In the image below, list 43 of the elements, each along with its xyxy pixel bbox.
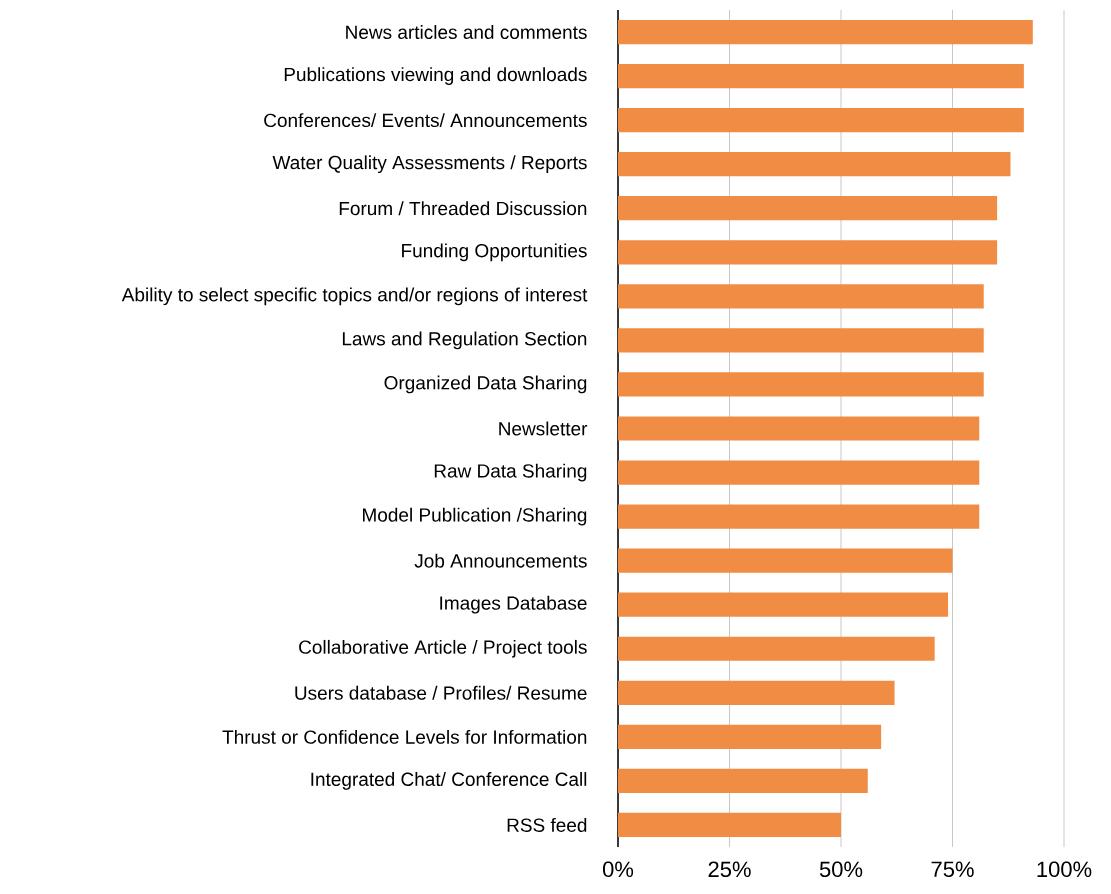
x-tick-label: 100% bbox=[1037, 861, 1092, 878]
bar bbox=[618, 372, 984, 397]
bar bbox=[618, 592, 949, 617]
x-tick-label: 75% bbox=[931, 861, 974, 878]
bar bbox=[618, 108, 1024, 133]
bar bbox=[618, 460, 980, 485]
y-tick-label: Forum / Threaded Discussion bbox=[339, 201, 587, 216]
y-tick-label: Collaborative Article / Project tools bbox=[299, 639, 587, 658]
y-tick-label: Raw Data Sharing bbox=[434, 463, 587, 482]
bar bbox=[618, 680, 895, 705]
y-tick-label: Integrated Chat/ Conference Call bbox=[311, 772, 587, 790]
y-tick-label: Organized Data Sharing bbox=[384, 375, 587, 394]
bar bbox=[618, 240, 998, 265]
y-tick-label: News articles and comments bbox=[346, 25, 587, 39]
bar bbox=[618, 812, 842, 838]
bar bbox=[618, 284, 984, 309]
y-tick-label: Images Database bbox=[440, 595, 587, 614]
y-tick-label: Water Quality Assessments / Reports bbox=[272, 155, 587, 174]
bar bbox=[618, 724, 882, 749]
bar bbox=[618, 328, 984, 353]
x-tick-label: 0% bbox=[602, 861, 634, 878]
x-tick-label: 25% bbox=[708, 861, 751, 878]
bar bbox=[618, 196, 998, 221]
bar bbox=[618, 152, 1011, 177]
bar bbox=[618, 548, 953, 573]
y-tick-label: Newsletter bbox=[499, 421, 588, 436]
y-tick-label: Model Publication /Sharing bbox=[363, 507, 587, 526]
y-tick-label: Thrust or Confidence Levels for Information bbox=[222, 729, 587, 744]
y-tick-label: Job Announcements bbox=[414, 553, 587, 568]
y-tick-label: Publications viewing and downloads bbox=[284, 67, 587, 85]
bar bbox=[618, 416, 980, 441]
y-tick-label: RSS feed bbox=[507, 818, 587, 832]
y-tick-label: Users database / Profiles/ Resume bbox=[295, 685, 587, 700]
y-tick-label: Funding Opportunities bbox=[402, 243, 587, 262]
bar bbox=[618, 19, 1033, 45]
bar bbox=[618, 63, 1024, 89]
y-tick-label: Conferences/ Events/ Announcements bbox=[264, 113, 587, 128]
x-tick-label: 50% bbox=[819, 861, 863, 878]
bar bbox=[618, 504, 980, 529]
bar bbox=[618, 768, 868, 794]
bar bbox=[618, 636, 935, 661]
y-tick-label: Ability to select specific topics and/or regions of interest bbox=[121, 287, 588, 306]
y-tick-label: Laws and Regulation Section bbox=[342, 331, 587, 350]
